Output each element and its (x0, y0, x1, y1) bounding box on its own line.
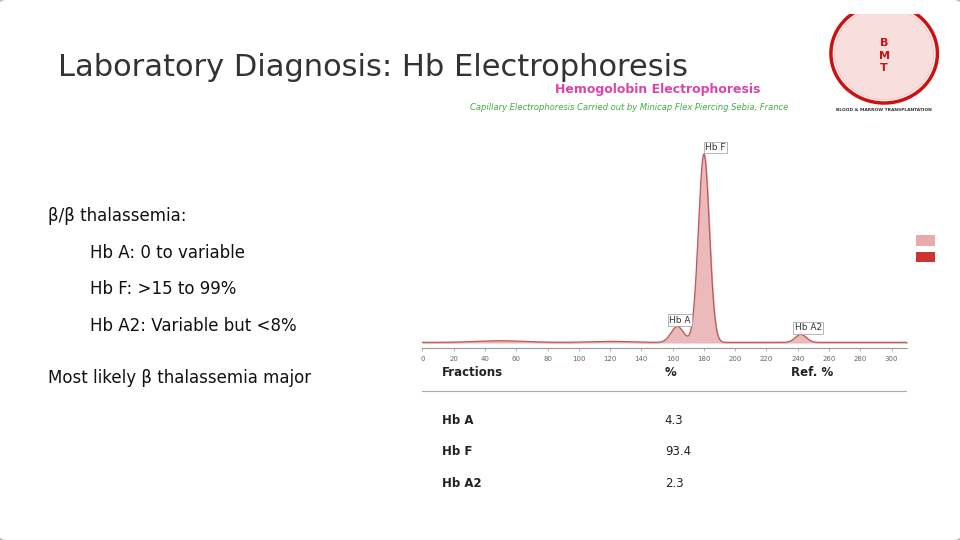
Text: Laboratory Diagnosis: Hb Electrophoresis: Laboratory Diagnosis: Hb Electrophoresis (58, 53, 687, 82)
Bar (916, 252, 935, 262)
Text: Hb F: Hb F (442, 446, 472, 458)
Text: Hb A: 0 to variable: Hb A: 0 to variable (48, 244, 245, 262)
Bar (916, 235, 935, 246)
Text: Hb A2: Hb A2 (442, 477, 481, 490)
Text: Hemogolobin Electrophoresis: Hemogolobin Electrophoresis (555, 83, 760, 96)
Text: 2.3: 2.3 (664, 477, 684, 490)
Text: Capillary Electrophoresis Carried out by Minicap Flex Piercing Sebia, France: Capillary Electrophoresis Carried out by… (469, 104, 788, 112)
Text: T: T (880, 63, 888, 73)
Text: Hb A2: Variable but <8%: Hb A2: Variable but <8% (48, 317, 297, 335)
Text: Fractions: Fractions (442, 366, 503, 379)
Text: Hb A: Hb A (442, 414, 473, 427)
Text: Hb F: >15 to 99%: Hb F: >15 to 99% (48, 280, 236, 299)
Text: 93.4: 93.4 (664, 446, 691, 458)
Text: %: % (664, 366, 677, 379)
Circle shape (834, 7, 934, 100)
Text: Hb F: Hb F (706, 143, 726, 152)
Text: β/β thalassemia:: β/β thalassemia: (48, 207, 186, 225)
Text: Ref. %: Ref. % (791, 366, 833, 379)
Text: 4.3: 4.3 (664, 414, 684, 427)
Text: Hb A2: Hb A2 (795, 323, 822, 333)
Text: B: B (880, 38, 888, 48)
Text: M: M (878, 51, 890, 60)
Text: Hb A: Hb A (669, 315, 691, 325)
Text: BLOOD & MARROW TRANSPLANTATION: BLOOD & MARROW TRANSPLANTATION (836, 109, 932, 112)
Text: Most likely β thalassemia major: Most likely β thalassemia major (48, 369, 311, 387)
